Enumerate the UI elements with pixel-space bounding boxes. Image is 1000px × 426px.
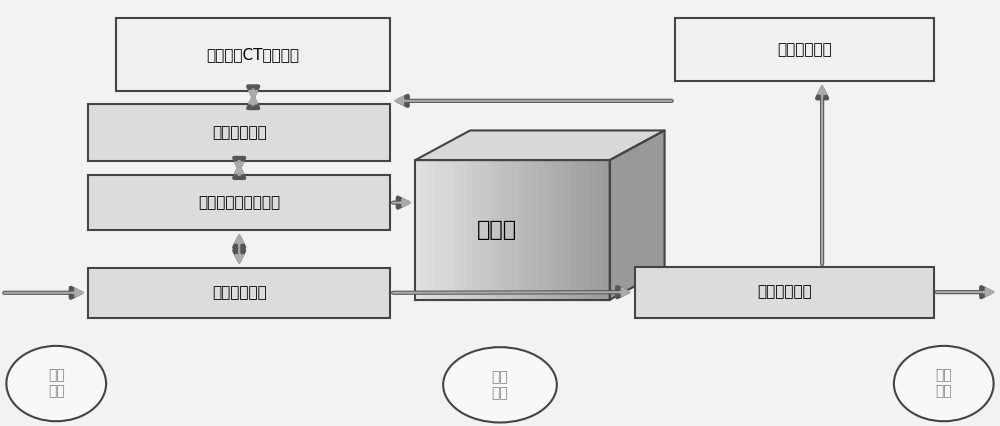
Polygon shape bbox=[467, 160, 474, 300]
Polygon shape bbox=[532, 160, 538, 300]
Text: 案例修正模块: 案例修正模块 bbox=[777, 42, 832, 57]
Text: 当前
案例: 当前 案例 bbox=[48, 368, 65, 399]
Polygon shape bbox=[571, 160, 577, 300]
Bar bbox=[88, 268, 390, 317]
Polygon shape bbox=[519, 160, 525, 300]
Polygon shape bbox=[441, 160, 448, 300]
Polygon shape bbox=[415, 160, 422, 300]
Polygon shape bbox=[448, 160, 454, 300]
Polygon shape bbox=[493, 160, 500, 300]
Polygon shape bbox=[428, 160, 435, 300]
Text: 案例收集模块: 案例收集模块 bbox=[212, 125, 267, 140]
Polygon shape bbox=[474, 160, 480, 300]
Polygon shape bbox=[500, 160, 506, 300]
Polygon shape bbox=[584, 160, 590, 300]
Polygon shape bbox=[506, 160, 512, 300]
Polygon shape bbox=[422, 160, 428, 300]
Polygon shape bbox=[590, 160, 597, 300]
Polygon shape bbox=[564, 160, 571, 300]
Polygon shape bbox=[603, 160, 610, 300]
Bar bbox=[635, 267, 934, 317]
Polygon shape bbox=[480, 160, 487, 300]
Bar bbox=[675, 18, 934, 81]
Ellipse shape bbox=[6, 346, 106, 421]
Polygon shape bbox=[415, 130, 665, 160]
Polygon shape bbox=[525, 160, 532, 300]
Bar bbox=[88, 176, 390, 230]
Polygon shape bbox=[558, 160, 564, 300]
Polygon shape bbox=[435, 160, 441, 300]
Polygon shape bbox=[610, 130, 665, 300]
Polygon shape bbox=[597, 160, 603, 300]
Text: 推荐
案例: 推荐 案例 bbox=[492, 370, 508, 400]
Polygon shape bbox=[461, 160, 467, 300]
Text: 最终
案例: 最终 案例 bbox=[935, 368, 952, 399]
Polygon shape bbox=[551, 160, 558, 300]
Bar bbox=[116, 18, 390, 91]
Text: 案例判断模块: 案例判断模块 bbox=[757, 285, 812, 299]
Text: 案例匹配模块: 案例匹配模块 bbox=[212, 285, 267, 300]
Polygon shape bbox=[454, 160, 461, 300]
Polygon shape bbox=[577, 160, 584, 300]
Polygon shape bbox=[512, 160, 519, 300]
Bar bbox=[88, 104, 390, 161]
Polygon shape bbox=[545, 160, 551, 300]
Ellipse shape bbox=[894, 346, 994, 421]
Ellipse shape bbox=[443, 347, 557, 423]
Polygon shape bbox=[538, 160, 545, 300]
Text: 案例分类并存储模块: 案例分类并存储模块 bbox=[198, 195, 280, 210]
Text: 案例库: 案例库 bbox=[477, 220, 517, 240]
Polygon shape bbox=[487, 160, 493, 300]
Text: 各大医院CT拍摄设备: 各大医院CT拍摄设备 bbox=[207, 47, 300, 62]
